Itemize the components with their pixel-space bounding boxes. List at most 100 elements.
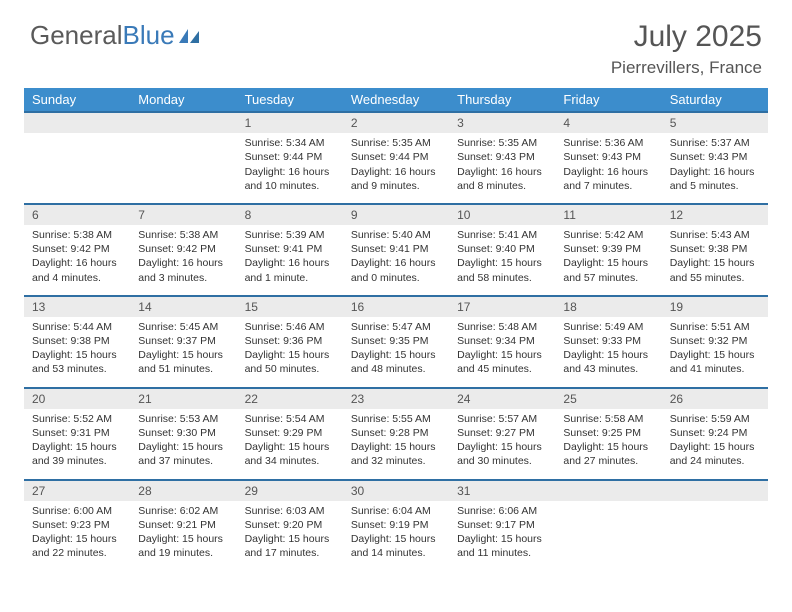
sunset-line: Sunset: 9:37 PM [138, 334, 228, 348]
day-header: Wednesday [343, 88, 449, 112]
day-number-cell: 27 [24, 480, 130, 501]
sunrise-line: Sunrise: 5:45 AM [138, 320, 228, 334]
sunset-line: Sunset: 9:24 PM [670, 426, 760, 440]
day-header: Friday [555, 88, 661, 112]
sunrise-line: Sunrise: 5:53 AM [138, 412, 228, 426]
sunrise-line: Sunrise: 5:42 AM [563, 228, 653, 242]
day-number-cell: 21 [130, 388, 236, 409]
sunrise-line: Sunrise: 6:03 AM [245, 504, 335, 518]
daylight-line: Daylight: 16 hours and 8 minutes. [457, 165, 547, 193]
sunset-line: Sunset: 9:42 PM [32, 242, 122, 256]
day-info-cell: Sunrise: 5:38 AMSunset: 9:42 PMDaylight:… [24, 225, 130, 296]
week-number-row: 20212223242526 [24, 388, 768, 409]
sunrise-line: Sunrise: 6:04 AM [351, 504, 441, 518]
daylight-line: Daylight: 15 hours and 43 minutes. [563, 348, 653, 376]
sunrise-line: Sunrise: 5:43 AM [670, 228, 760, 242]
day-info-cell: Sunrise: 5:41 AMSunset: 9:40 PMDaylight:… [449, 225, 555, 296]
day-number-cell: 29 [237, 480, 343, 501]
daylight-line: Daylight: 15 hours and 39 minutes. [32, 440, 122, 468]
day-header: Saturday [662, 88, 768, 112]
daylight-line: Daylight: 15 hours and 22 minutes. [32, 532, 122, 560]
day-info-cell: Sunrise: 5:52 AMSunset: 9:31 PMDaylight:… [24, 409, 130, 480]
day-info-cell: Sunrise: 5:59 AMSunset: 9:24 PMDaylight:… [662, 409, 768, 480]
sunset-line: Sunset: 9:42 PM [138, 242, 228, 256]
sunset-line: Sunset: 9:35 PM [351, 334, 441, 348]
day-info-cell [24, 133, 130, 204]
day-info-cell: Sunrise: 5:47 AMSunset: 9:35 PMDaylight:… [343, 317, 449, 388]
day-number-cell: 26 [662, 388, 768, 409]
daylight-line: Daylight: 15 hours and 57 minutes. [563, 256, 653, 284]
day-number-cell: 4 [555, 112, 661, 133]
day-number-cell: 10 [449, 204, 555, 225]
sunset-line: Sunset: 9:32 PM [670, 334, 760, 348]
day-header: Monday [130, 88, 236, 112]
sunset-line: Sunset: 9:25 PM [563, 426, 653, 440]
sunrise-line: Sunrise: 5:41 AM [457, 228, 547, 242]
sunset-line: Sunset: 9:23 PM [32, 518, 122, 532]
daylight-line: Daylight: 15 hours and 32 minutes. [351, 440, 441, 468]
sunrise-line: Sunrise: 5:59 AM [670, 412, 760, 426]
week-info-row: Sunrise: 5:44 AMSunset: 9:38 PM Daylight:… [24, 317, 768, 388]
day-header: Thursday [449, 88, 555, 112]
daylight-line: Daylight: 15 hours and 41 minutes. [670, 348, 760, 376]
week-info-row: Sunrise: 5:38 AMSunset: 9:42 PMDaylight:… [24, 225, 768, 296]
day-number-cell [130, 112, 236, 133]
day-info-cell [130, 133, 236, 204]
day-info-cell: Sunrise: 5:49 AMSunset: 9:33 PMDaylight:… [555, 317, 661, 388]
week-info-row: Sunrise: 6:00 AMSunset: 9:23 PMDaylight:… [24, 501, 768, 571]
day-number-cell: 7 [130, 204, 236, 225]
day-number-cell: 17 [449, 296, 555, 317]
day-number-cell: 22 [237, 388, 343, 409]
month-title: July 2025 [611, 20, 762, 54]
location-label: Pierrevillers, France [611, 58, 762, 78]
sunset-line: Sunset: 9:44 PM [351, 150, 441, 164]
day-number-cell: 24 [449, 388, 555, 409]
week-info-row: Sunrise: 5:52 AMSunset: 9:31 PMDaylight:… [24, 409, 768, 480]
sunrise-line: Sunrise: 5:47 AM [351, 320, 441, 334]
sunset-line: Sunset: 9:38 PM [32, 334, 122, 348]
sunset-line: Sunset: 9:41 PM [351, 242, 441, 256]
sunset-line: Sunset: 9:31 PM [32, 426, 122, 440]
sunrise-line: Sunrise: 5:38 AM [32, 228, 122, 242]
sunrise-line: Sunrise: 5:39 AM [245, 228, 335, 242]
sunset-line: Sunset: 9:43 PM [670, 150, 760, 164]
sunset-line: Sunset: 9:33 PM [563, 334, 653, 348]
calendar-table: SundayMondayTuesdayWednesdayThursdayFrid… [24, 88, 768, 570]
day-info-cell: Sunrise: 5:55 AMSunset: 9:28 PMDaylight:… [343, 409, 449, 480]
day-info-cell: Sunrise: 6:00 AMSunset: 9:23 PMDaylight:… [24, 501, 130, 571]
day-number-cell: 20 [24, 388, 130, 409]
day-number-cell: 16 [343, 296, 449, 317]
sunset-line: Sunset: 9:20 PM [245, 518, 335, 532]
daylight-line: Daylight: 16 hours and 1 minute. [245, 256, 335, 284]
sunrise-line: Sunrise: 5:44 AM [32, 320, 122, 334]
logo-sail-icon [179, 29, 199, 43]
sunrise-line: Sunrise: 5:40 AM [351, 228, 441, 242]
daylight-line: Daylight: 15 hours and 14 minutes. [351, 532, 441, 560]
day-number-cell: 18 [555, 296, 661, 317]
day-info-cell: Sunrise: 6:03 AMSunset: 9:20 PMDaylight:… [237, 501, 343, 571]
day-info-cell: Sunrise: 5:54 AMSunset: 9:29 PMDaylight:… [237, 409, 343, 480]
day-info-cell: Sunrise: 5:38 AMSunset: 9:42 PMDaylight:… [130, 225, 236, 296]
daylight-line: Daylight: 16 hours and 4 minutes. [32, 256, 122, 284]
sunset-line: Sunset: 9:34 PM [457, 334, 547, 348]
daylight-line: Daylight: 15 hours and 27 minutes. [563, 440, 653, 468]
day-info-cell: Sunrise: 5:44 AMSunset: 9:38 PMDaylight:… [24, 317, 130, 388]
sunrise-line: Sunrise: 5:35 AM [457, 136, 547, 150]
week-number-row: 6789101112 [24, 204, 768, 225]
daylight-line: Daylight: 15 hours and 58 minutes. [457, 256, 547, 284]
day-info-cell: Sunrise: 5:36 AMSunset: 9:43 PMDaylight:… [555, 133, 661, 204]
sunset-line: Sunset: 9:44 PM [245, 150, 335, 164]
daylight-line: Daylight: 15 hours and 45 minutes. [457, 348, 547, 376]
sunrise-line: Sunrise: 5:51 AM [670, 320, 760, 334]
calendar-head: SundayMondayTuesdayWednesdayThursdayFrid… [24, 88, 768, 112]
daylight-line: Daylight: 15 hours and 48 minutes. [351, 348, 441, 376]
title-block: July 2025 Pierrevillers, France [611, 20, 762, 78]
sunrise-line: Sunrise: 5:48 AM [457, 320, 547, 334]
sunrise-line: Sunrise: 6:02 AM [138, 504, 228, 518]
sunrise-line: Sunrise: 5:54 AM [245, 412, 335, 426]
sunrise-line: Sunrise: 5:36 AM [563, 136, 653, 150]
daylight-line: Daylight: 15 hours and 55 minutes. [670, 256, 760, 284]
sunset-line: Sunset: 9:27 PM [457, 426, 547, 440]
daylight-line: Daylight: 15 hours and 51 minutes. [138, 348, 228, 376]
day-number-cell: 15 [237, 296, 343, 317]
